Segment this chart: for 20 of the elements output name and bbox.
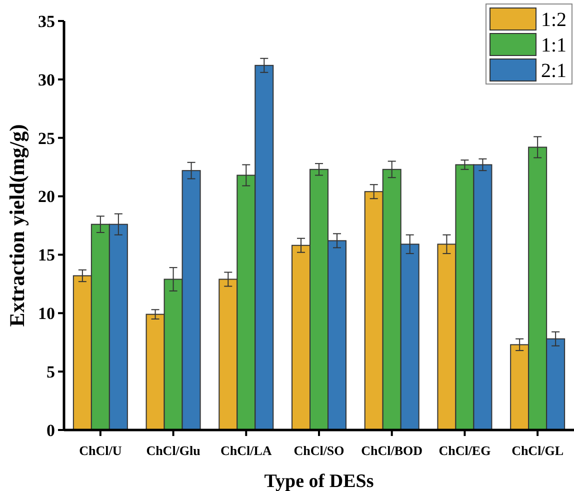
y-tick-label: 25 (38, 128, 55, 148)
y-tick-label: 5 (46, 362, 55, 382)
x-tick-label: ChCl/Glu (146, 443, 200, 458)
x-tick-label: ChCl/BOD (361, 443, 423, 458)
y-tick-label: 10 (38, 304, 55, 324)
y-tick-label: 20 (38, 187, 55, 206)
x-tick-label: ChCl/U (79, 443, 122, 458)
legend-label: 2:1 (541, 60, 567, 82)
y-tick-label: 35 (38, 12, 55, 31)
legend-label: 1:2 (541, 9, 567, 31)
x-tick-label: ChCl/GL (512, 443, 564, 458)
y-tick-label: 0 (46, 420, 55, 440)
x-tick-label: ChCl/LA (220, 443, 272, 458)
x-tick-label: ChCl/SO (294, 443, 344, 458)
y-tick-label: 15 (38, 246, 55, 265)
legend-label: 1:1 (541, 34, 567, 56)
x-tick-label: ChCl/EG (438, 443, 491, 458)
y-tick-label: 30 (38, 70, 55, 90)
y-axis-title: Extraction yield(mg/g) (5, 124, 29, 327)
x-axis-title: Type of DESs (264, 471, 374, 491)
